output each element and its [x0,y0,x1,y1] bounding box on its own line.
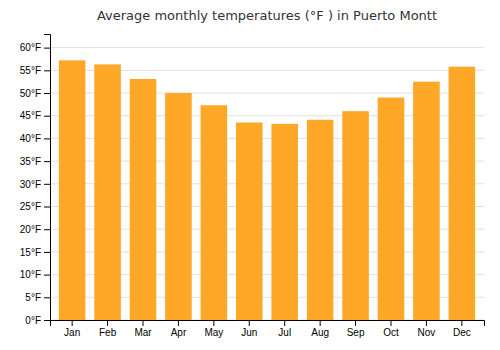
bar [378,98,405,320]
x-tick-mark [178,320,179,326]
x-tick-mark [72,320,73,326]
bar [449,67,476,320]
y-tick-mark [44,184,50,185]
x-tick-label: Mar [134,327,152,338]
y-tick-mark [44,207,50,208]
x-axis: Jan Feb Mar Apr May Jun Jul Aug Sep Oct Nov Dec [51,320,485,338]
bar [130,79,157,320]
bar [165,93,192,320]
x-tick-label: Jun [241,327,257,338]
y-tick-mark [44,161,50,162]
x-tick: Jan [64,320,80,338]
y-tick: 50°F [20,88,50,99]
x-tick: Mar [134,320,152,338]
y-tick: 40°F [20,133,50,144]
y-tick-mark [44,297,50,298]
x-tick-mark [461,320,462,326]
title: Average monthly temperatures (°F ) in Pu… [97,8,437,23]
y-axis: 0°F 5°F 10°F 15°F 20°F 25°F 30°F 35°F 40°F 45°F 50… [20,35,51,326]
y-tick-label: 35°F [20,156,41,167]
x-tick: Apr [171,320,187,338]
y-tick-label: 15°F [20,247,41,258]
x-tick-mark [107,320,108,326]
x-tick-mark [426,320,427,326]
x-tick-label: Dec [453,327,471,338]
x-tick: Oct [383,320,399,338]
y-tick: 20°F [20,224,50,235]
y-tick-mark [44,252,50,253]
x-tick: Sep [347,320,365,338]
x-tick-label: Oct [383,327,399,338]
y-tick-label: 10°F [20,269,41,280]
x-tick: Jun [241,320,257,338]
y-tick-label: 60°F [20,42,41,53]
x-tick-label: Feb [99,327,117,338]
x-tick: Dec [453,320,471,338]
x-tick-label: Aug [311,327,329,338]
bar [94,64,121,320]
x-tick-mark [355,320,356,326]
bar [342,111,369,320]
y-tick-label: 45°F [20,110,41,121]
y-tick-mark [44,320,50,321]
y-tick-mark [44,70,50,71]
x-tick-mark [284,320,285,326]
y-tick: 10°F [20,269,50,280]
y-tick: 0°F [25,315,50,326]
bar [59,60,86,320]
y-tick-label: 0°F [25,315,41,326]
x-tick-mark [249,320,250,326]
x-tick-label: Jan [64,327,80,338]
x-tick-mark [391,320,392,326]
x-tick-label: Jul [278,327,291,338]
y-tick-mark [44,138,50,139]
bar [236,123,263,320]
x-axis-line [51,321,485,327]
y-tick-mark [44,116,50,117]
grid [50,48,484,320]
bar [307,120,334,320]
y-axis-line [44,35,51,321]
x-tick-label: Nov [418,327,436,338]
bar [413,82,440,320]
x-tick-mark [143,320,144,326]
y-tick: 30°F [20,179,50,190]
y-tick: 55°F [20,65,50,76]
y-tick-label: 50°F [20,88,41,99]
y-tick: 25°F [20,201,50,212]
x-tick: May [204,320,223,338]
y-tick-label: 30°F [20,179,41,190]
bars [59,60,475,320]
y-tick: 15°F [20,247,50,258]
bar [201,105,228,320]
y-tick-label: 20°F [20,224,41,235]
x-tick-label: May [204,327,223,338]
x-tick-label: Sep [347,327,365,338]
x-tick-mark [213,320,214,326]
y-tick: 35°F [20,156,50,167]
x-tick: Jul [278,320,291,338]
plot: 0°F 5°F 10°F 15°F 20°F 25°F 30°F 35°F 40°F 45°F 50… [20,35,485,339]
y-tick-label: 40°F [20,133,41,144]
y-tick-mark [44,93,50,94]
y-tick-mark [44,48,50,49]
y-tick-label: 25°F [20,201,41,212]
x-tick-label: Apr [171,327,187,338]
y-tick: 60°F [20,42,50,53]
grid-line [50,47,484,48]
y-tick-label: 55°F [20,65,41,76]
y-tick-label: 5°F [25,292,41,303]
y-tick: 45°F [20,110,50,121]
x-tick-mark [320,320,321,326]
x-tick: Feb [99,320,117,338]
y-tick-mark [44,275,50,276]
chart: 0°F 5°F 10°F 15°F 20°F 25°F 30°F 35°F 40°F 45°F 50… [0,0,500,350]
bar [271,124,298,320]
y-tick-mark [44,229,50,230]
x-tick: Nov [418,320,436,338]
x-tick: Aug [311,320,329,338]
y-tick: 5°F [25,292,50,303]
